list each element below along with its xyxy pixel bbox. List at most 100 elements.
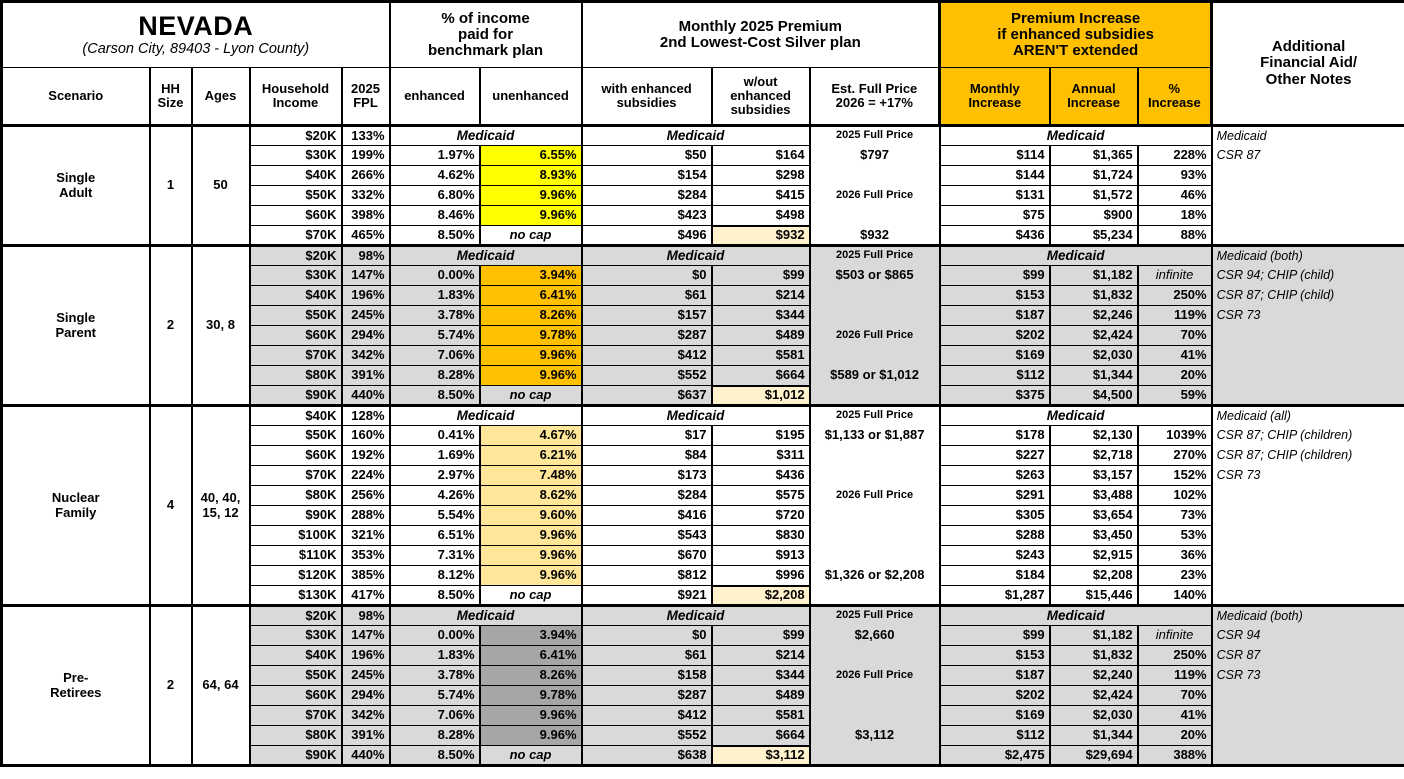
unenhanced-pct-cell: 8.93% (478, 165, 583, 186)
annual-increase-cell: $1,182 (1048, 625, 1139, 646)
with-subsidies-cell: $17 (580, 425, 713, 446)
unenhanced-pct-cell: 6.21% (478, 445, 583, 466)
with-subsidies-cell: $423 (580, 205, 713, 226)
monthly-increase-cell: $227 (938, 445, 1051, 466)
unenhanced-pct-cell: 3.94% (478, 625, 583, 646)
ages-cell: 40, 40, 15, 12 (190, 404, 251, 606)
hh-size-cell: 2 (148, 604, 193, 766)
premium-group-header: Monthly 2025 Premium 2nd Lowest-Cost Sil… (580, 1, 941, 68)
enhanced-header: enhanced (388, 67, 481, 127)
with-subsidies-cell: $84 (580, 445, 713, 466)
notes-cell (1210, 325, 1404, 346)
without-subsidies-cell: $311 (710, 445, 811, 466)
scenario-cell: Pre- Retirees (0, 604, 151, 766)
pct-increase-cell: infinite (1136, 625, 1213, 646)
medicaid-span-benchmark: Medicaid (388, 244, 583, 266)
notes-cell: CSR 73 (1210, 305, 1404, 326)
unenhanced-pct-cell: no cap (478, 745, 583, 766)
notes-cell: Medicaid (1210, 124, 1404, 146)
without-subsidies-cell: $575 (710, 485, 811, 506)
scenario-cell: Nuclear Family (0, 404, 151, 606)
unenhanced-pct-cell: 9.96% (478, 545, 583, 566)
with-subsidies-cell: $812 (580, 565, 713, 586)
table-row: Single Parent 2 30, 8 $20K 98% Medicaid Medica… (0, 244, 1404, 406)
table-row: $130K 417% 8.50% no cap $921 $2,208 $1,287 $15,… (2, 584, 1404, 607)
annual-increase-cell: $2,424 (1048, 325, 1139, 346)
with-subsidies-cell: $543 (580, 525, 713, 546)
medicaid-span-increase: Medicaid (938, 404, 1213, 426)
monthly-increase-cell: $99 (938, 625, 1051, 646)
with-subsidies-cell: $552 (580, 725, 713, 746)
monthly-increase-cell: $305 (938, 505, 1051, 526)
state-title: NEVADA (138, 11, 254, 42)
annual-increase-cell: $2,240 (1048, 665, 1139, 686)
monthly-increase-cell: $144 (938, 165, 1051, 186)
pct-increase-cell: 41% (1136, 345, 1213, 366)
monthly-increase-cell: $187 (938, 665, 1051, 686)
enhanced-pct-cell: 8.28% (388, 725, 481, 746)
unenhanced-pct-cell: no cap (478, 225, 583, 246)
with-subsidies-cell: $284 (580, 485, 713, 506)
unenhanced-pct-cell: 9.96% (478, 205, 583, 226)
pct-increase-cell: 20% (1136, 365, 1213, 386)
with-subsidies-cell: $412 (580, 705, 713, 726)
with-subsidies-cell: $416 (580, 505, 713, 526)
est-full-price-cell (808, 205, 941, 226)
with-subsidies-cell: $0 (580, 265, 713, 286)
enhanced-pct-cell: 3.78% (388, 305, 481, 326)
income-cell: $70K (248, 705, 343, 726)
pct-increase-cell: 41% (1136, 705, 1213, 726)
monthly-increase-cell: $288 (938, 525, 1051, 546)
income-cell: $110K (248, 545, 343, 566)
with-subsidies-cell: $61 (580, 285, 713, 306)
enhanced-pct-cell: 8.28% (388, 365, 481, 386)
income-cell: $40K (248, 165, 343, 186)
without-subsidies-cell: $436 (710, 465, 811, 486)
without-subsidies-cell: $489 (710, 685, 811, 706)
income-cell: $40K (248, 645, 343, 666)
medicaid-span-premium: Medicaid (580, 244, 811, 266)
fpl-cell: 342% (340, 705, 391, 726)
monthly-increase-cell: $243 (938, 545, 1051, 566)
enhanced-pct-cell: 5.54% (388, 505, 481, 526)
notes-cell (1210, 565, 1404, 586)
annual-increase-cell: $3,488 (1048, 485, 1139, 506)
table-row: $60K 398% 8.46% 9.96% $423 $498 $75 $900 18% (2, 205, 1404, 226)
without-subsidies-header: w/out enhanced subsidies (710, 67, 811, 127)
table-row: Single Adult 1 50 $20K 133% Medicaid Medicaid 2… (0, 124, 1404, 246)
income-cell: $50K (248, 305, 343, 326)
monthly-increase-cell: $202 (938, 685, 1051, 706)
monthly-increase-cell: $202 (938, 325, 1051, 346)
pct-increase-cell: infinite (1136, 265, 1213, 286)
est-full-price-cell (808, 505, 941, 526)
without-subsidies-cell: $298 (710, 165, 811, 186)
pct-increase-cell: 102% (1136, 485, 1213, 506)
pct-increase-cell: 93% (1136, 165, 1213, 186)
fpl-cell: 128% (340, 404, 391, 426)
notes-cell (1210, 205, 1404, 226)
with-subsidies-cell: $284 (580, 185, 713, 206)
fpl-cell: 224% (340, 465, 391, 486)
annual-increase-cell: $3,654 (1048, 505, 1139, 526)
monthly-increase-cell: $153 (938, 285, 1051, 306)
ages-cell: 64, 64 (190, 604, 251, 766)
annual-increase-cell: $1,832 (1048, 645, 1139, 666)
fpl-header: 2025 FPL (340, 67, 391, 127)
with-subsidies-cell: $61 (580, 645, 713, 666)
income-cell: $20K (248, 124, 343, 146)
annual-increase-cell: $1,365 (1048, 145, 1139, 166)
fpl-cell: 440% (340, 385, 391, 406)
unenhanced-pct-cell: 9.96% (478, 525, 583, 546)
notes-cell (1210, 505, 1404, 526)
table-row: $40K 196% 1.83% 6.41% $61 $214 $153 $1,832 250% C… (2, 645, 1404, 666)
table-row: $70K 342% 7.06% 9.96% $412 $581 $169 $2,030 41% (2, 345, 1404, 366)
pct-increase-cell: 46% (1136, 185, 1213, 206)
hh-size-cell: 2 (148, 244, 193, 406)
table-row: $50K 245% 3.78% 8.26% $157 $344 $187 $2,246 119%… (2, 305, 1404, 326)
table-row: Pre- Retirees 2 64, 64 $20K 98% Medicaid Medic… (0, 604, 1404, 766)
est-full-price-cell: $797 (808, 145, 941, 166)
pct-increase-cell: 53% (1136, 525, 1213, 546)
annual-increase-cell: $5,234 (1048, 225, 1139, 246)
monthly-increase-cell: $99 (938, 265, 1051, 286)
fpl-cell: 294% (340, 685, 391, 706)
